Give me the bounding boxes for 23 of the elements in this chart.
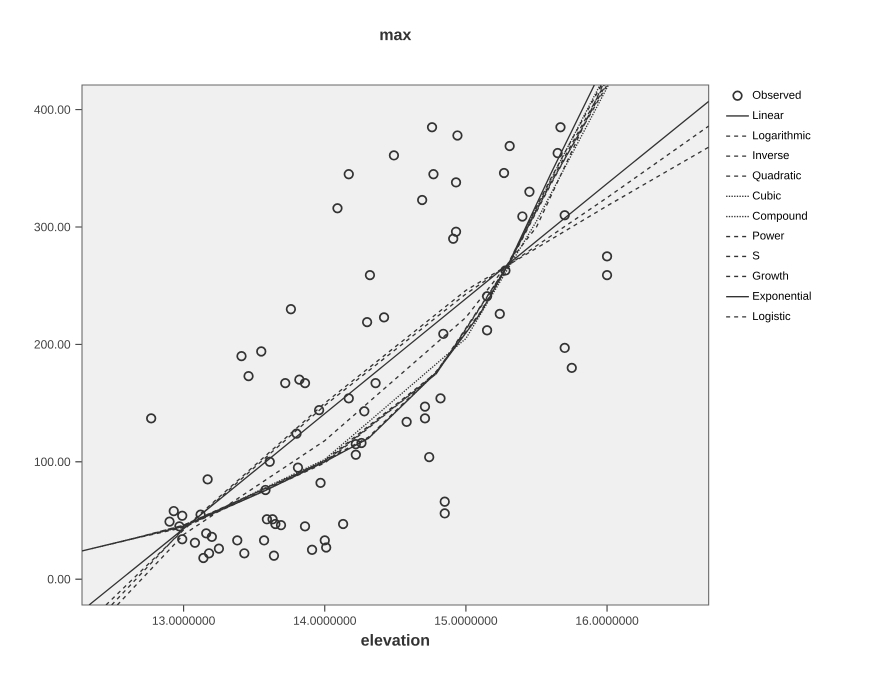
legend-label: Power: [753, 232, 784, 240]
legend-label: Growth: [752, 271, 788, 280]
legend-label: Observed: [752, 90, 801, 99]
x-tick-label: 15.0000000: [435, 616, 498, 625]
y-tick-label: 400.00: [34, 105, 70, 114]
legend-label: Logistic: [753, 312, 790, 322]
chart-title: max: [380, 32, 412, 40]
legend-label: Inverse: [753, 151, 789, 160]
y-tick-label: 200.00: [34, 340, 70, 349]
x-tick-label: 14.0000000: [294, 616, 356, 625]
x-axis-title: elevation: [361, 634, 430, 646]
legend-label: Linear: [753, 110, 784, 120]
y-tick-label: 300.00: [34, 222, 70, 232]
legend-label: Cubic: [752, 191, 781, 200]
x-tick-label: 16.0000000: [576, 616, 638, 625]
legend-label: Exponential: [753, 292, 811, 302]
legend-label: Compound: [752, 211, 807, 222]
y-tick-label: 0.00: [48, 574, 70, 584]
legend-label: Quadratic: [752, 171, 802, 182]
legend-label: S: [752, 251, 760, 260]
y-tick-label: 100.00: [34, 458, 70, 466]
legend-label: Logarithmic: [753, 131, 811, 142]
x-tick-label: 13.0000000: [152, 616, 215, 625]
